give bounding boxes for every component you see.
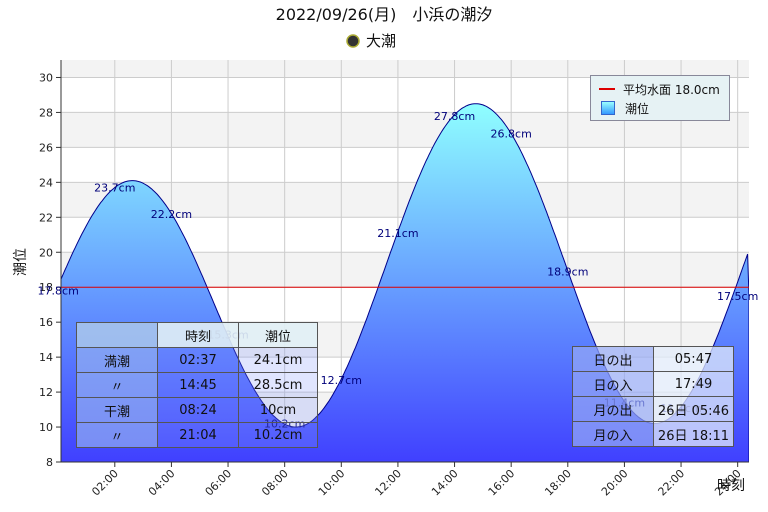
sun-moon-label: 日の出	[572, 346, 654, 372]
y-tick-label: 26	[39, 141, 53, 154]
row-time: 21:04	[157, 422, 239, 448]
value-label: 27.8cm	[434, 110, 475, 123]
sun-moon-row: 日の入 17:49	[572, 371, 734, 397]
moon-phase-icon	[346, 34, 360, 48]
mean-line-swatch	[599, 88, 615, 90]
value-label: 22.2cm	[151, 208, 192, 221]
y-tick-label: 24	[39, 176, 53, 189]
y-tick-label: 20	[39, 246, 53, 259]
sun-moon-value: 26日 18:11	[653, 421, 734, 447]
x-tick-label: 16:00	[486, 467, 518, 499]
sun-moon-label: 日の入	[572, 371, 654, 397]
table-row: 〃 21:04 10.2cm	[76, 422, 318, 448]
y-tick-label: 28	[39, 106, 53, 119]
sun-moon-table: 日の出 05:47 日の入 17:49 月の出 26日 05:46 月の入 26…	[572, 346, 734, 447]
value-label: 12.7cm	[321, 374, 362, 387]
x-tick-label: 08:00	[259, 467, 291, 499]
x-tick-label: 18:00	[542, 467, 574, 499]
x-tick-label: 10:00	[316, 467, 348, 499]
x-tick-label: 02:00	[89, 467, 121, 499]
row-type: 〃	[76, 422, 158, 448]
table-row: 満潮 02:37 24.1cm	[76, 347, 318, 373]
y-tick-label: 12	[39, 386, 53, 399]
x-tick-label: 22:00	[656, 467, 688, 499]
table-header-level: 潮位	[238, 322, 318, 348]
row-level: 10cm	[238, 397, 318, 423]
table-header-row: 時刻 潮位	[76, 322, 318, 348]
sun-moon-label: 月の出	[572, 396, 654, 422]
table-row: 干潮 08:24 10cm	[76, 397, 318, 423]
row-type: 干潮	[76, 397, 158, 423]
chart-subtitle: 大潮	[366, 32, 396, 50]
y-tick-label: 10	[39, 421, 53, 434]
sun-moon-row: 月の出 26日 05:46	[572, 396, 734, 422]
row-level: 10.2cm	[238, 422, 318, 448]
sun-moon-label: 月の入	[572, 421, 654, 447]
row-time: 14:45	[157, 372, 239, 398]
row-time: 02:37	[157, 347, 239, 373]
x-tick-label: 12:00	[372, 467, 404, 499]
axes	[60, 60, 749, 463]
y-tick-label: 16	[39, 316, 53, 329]
y-tick-label: 22	[39, 211, 53, 224]
x-tick-label: 04:00	[146, 467, 178, 499]
y-tick-label: 18	[39, 281, 53, 294]
chart-title: 2022/09/26(月) 小浜の潮汐	[276, 5, 493, 24]
sun-moon-value: 17:49	[653, 371, 734, 397]
grid-band	[61, 147, 749, 183]
value-label: 17.8cm	[38, 285, 79, 298]
x-axis-label: 時刻	[717, 478, 745, 494]
y-tick-label: 30	[39, 71, 53, 84]
value-label: 21.1cm	[377, 227, 418, 240]
row-level: 28.5cm	[238, 372, 318, 398]
row-time: 08:24	[157, 397, 239, 423]
row-type: 満潮	[76, 347, 158, 373]
y-tick-label: 14	[39, 351, 53, 364]
tide-extremes-table: 時刻 潮位 満潮 02:37 24.1cm 〃 14:45 28.5cm 干潮 …	[76, 322, 318, 448]
x-ticks: 02:00 04:00 06:00 08:00 10:00 12:00 14:00 16:00…	[89, 462, 744, 499]
sun-moon-value: 26日 05:46	[653, 396, 734, 422]
value-label: 17.5cm	[717, 290, 758, 303]
sun-moon-row: 日の出 05:47	[572, 346, 734, 372]
y-tick-label: 8	[46, 456, 53, 469]
y-axis-label: 潮位	[13, 248, 29, 276]
value-label: 18.9cm	[547, 265, 588, 278]
value-label: 26.8cm	[491, 127, 532, 140]
row-type: 〃	[76, 372, 158, 398]
legend-mean: 平均水面 18.0cm	[599, 81, 720, 97]
x-tick-label: 20:00	[599, 467, 631, 499]
tide-swatch	[601, 101, 615, 115]
row-level: 24.1cm	[238, 347, 318, 373]
grid-band	[61, 60, 749, 78]
x-tick-label: 14:00	[429, 467, 461, 499]
sun-moon-row: 月の入 26日 18:11	[572, 421, 734, 447]
table-header-time: 時刻	[157, 322, 239, 348]
sun-moon-value: 05:47	[653, 346, 734, 372]
x-tick-label: 06:00	[203, 467, 235, 499]
table-header-blank	[76, 322, 158, 348]
legend: 平均水面 18.0cm 潮位	[590, 75, 730, 121]
legend-mean-label: 平均水面 18.0cm	[623, 82, 720, 97]
legend-tide: 潮位	[599, 100, 649, 116]
table-row: 〃 14:45 28.5cm	[76, 372, 318, 398]
value-label: 23.7cm	[94, 182, 135, 195]
y-ticks: 8 10 12 14 16 18 20 22 24 26 28 30	[39, 71, 61, 469]
legend-tide-label: 潮位	[625, 101, 650, 116]
